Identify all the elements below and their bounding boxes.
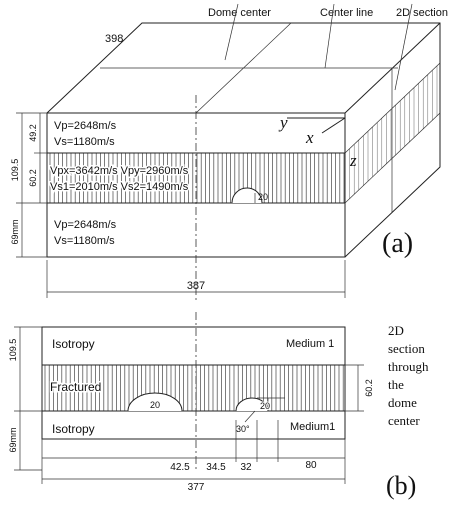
dome (127, 392, 183, 412)
medium-label: Medium1 (290, 421, 335, 433)
section-b (14, 312, 364, 484)
note-line: through (388, 359, 429, 374)
dimension-label: 109.5 (8, 339, 18, 362)
angle-line (244, 410, 256, 423)
panel-label: (b) (386, 471, 416, 500)
medium-label: Medium 1 (286, 338, 334, 350)
leader (324, 3, 335, 69)
axis-label: x (305, 128, 314, 147)
dimension-label: 34.5 (206, 462, 226, 473)
dome-height: 20 (150, 400, 160, 410)
layer-name: Fractured (50, 380, 101, 394)
leader (394, 3, 413, 91)
axis-label: z (349, 151, 357, 170)
axis-label: y (278, 113, 288, 132)
dome (231, 187, 263, 204)
axis-x (321, 117, 346, 134)
dimension-label: 42.5 (170, 462, 190, 473)
angle-label: 30° (236, 424, 250, 434)
dome-height: 20 (258, 192, 268, 202)
note-line: dome (388, 395, 417, 410)
layer-name: Isotropy (52, 337, 95, 351)
leader (224, 3, 239, 61)
callout: Dome center (208, 7, 271, 19)
dome (235, 397, 269, 412)
callout: Center line (320, 7, 373, 19)
layer-text: Vpx=3642m/s Vpy=2960m/s (50, 165, 189, 177)
dimension-label: 80 (305, 460, 317, 471)
dome-height: 20 (260, 401, 270, 411)
dimension-label: 49.2 (28, 124, 38, 142)
dimension-label: 398 (105, 33, 123, 45)
layer-boundary (344, 112, 441, 204)
dimension-label: 32 (240, 462, 252, 473)
note-line: 2D (388, 323, 404, 338)
dimension-label: 387 (187, 280, 205, 292)
layer-text: Vs1=2010m/s Vs2=1490m/s (50, 181, 189, 193)
dimension-label: 377 (188, 482, 205, 493)
note-line: the (388, 377, 404, 392)
section-note: 2D section through the dome center (388, 323, 429, 428)
callout: 2D section (396, 7, 448, 19)
dimension-label: 109.5 (10, 159, 20, 182)
note-line: center (388, 413, 420, 428)
section-box (41, 326, 346, 440)
layer-boundary (344, 62, 441, 154)
layer-name: Isotropy (52, 422, 95, 436)
note-line: section (388, 341, 425, 356)
dimension-label: 69mm (10, 219, 20, 244)
layer-text: Vp=2648m/s (54, 219, 117, 231)
layer-text: Vp=2648m/s (54, 120, 117, 132)
layer-text: Vs=1180m/s (54, 136, 115, 148)
block-a (16, 3, 441, 300)
dimension-label: 60.2 (28, 169, 38, 187)
dimension-label: 60.2 (364, 379, 374, 397)
layer-text: Vs=1180m/s (54, 235, 115, 247)
panel-label: (a) (382, 228, 413, 259)
dimension-label: 69mm (8, 427, 18, 452)
